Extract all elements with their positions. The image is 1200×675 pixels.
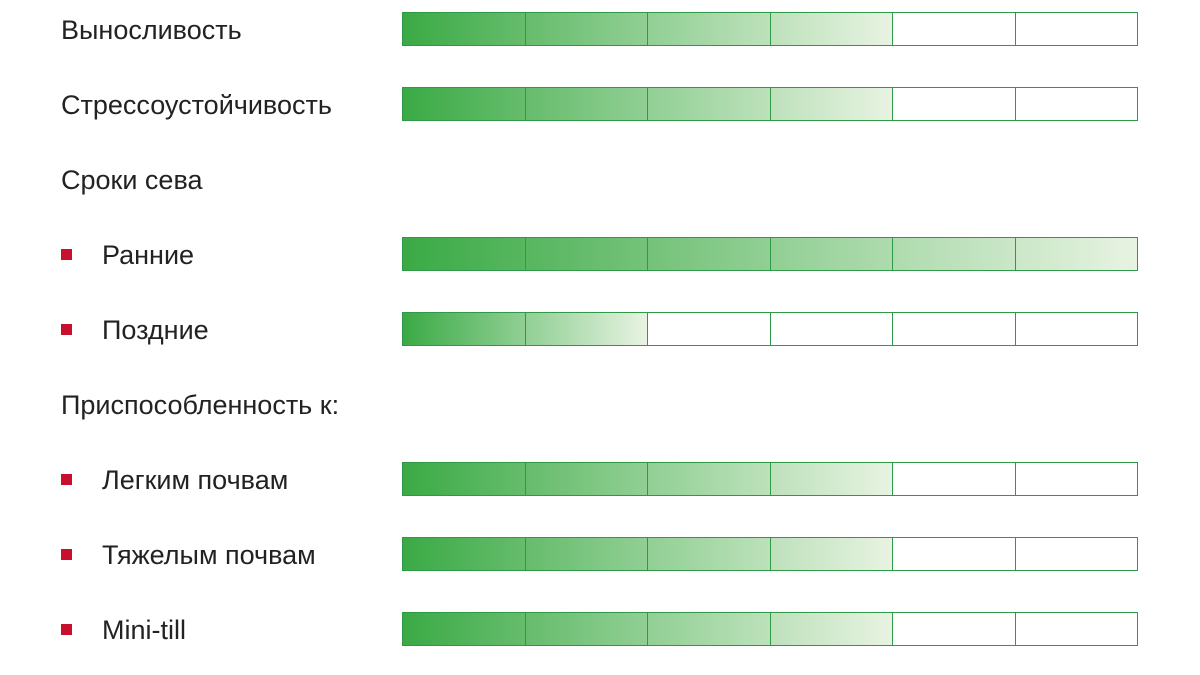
rating-segment-filled (648, 88, 771, 120)
rating-segment-empty (893, 313, 1016, 345)
bullet-icon (61, 249, 72, 260)
row-label: Выносливость (61, 15, 242, 45)
rating-segment-filled (648, 13, 771, 45)
rating-segment-filled (648, 238, 771, 270)
row-heavy-soils: Тяжелым почвам (0, 535, 1200, 575)
row-early-sowing: Ранние (0, 235, 1200, 275)
rating-segment-filled (403, 613, 526, 645)
row-label: Поздние (102, 315, 209, 345)
rating-segment-filled (648, 538, 771, 570)
section-heading-sowing-dates: Сроки сева (0, 160, 1200, 200)
bullet-icon (61, 549, 72, 560)
row-late-sowing: Поздние (0, 310, 1200, 350)
rating-segment-filled (770, 463, 893, 495)
rating-segment-empty (1016, 88, 1138, 120)
rating-segment-empty (1016, 463, 1138, 495)
row-label: Ранние (102, 240, 195, 270)
rating-bar (402, 462, 1138, 496)
rating-segment-filled (770, 538, 893, 570)
row-mini-till: Mini-till (0, 610, 1200, 650)
rating-segment-filled (525, 238, 648, 270)
rating-segment-filled (403, 313, 526, 345)
row-label: Mini-till (102, 615, 186, 645)
rating-segment-filled (403, 238, 526, 270)
rating-segment-empty (893, 13, 1016, 45)
rating-bar (402, 237, 1138, 271)
rating-segment-filled (770, 88, 893, 120)
row-light-soils: Легким почвам (0, 460, 1200, 500)
rating-segment-empty (1016, 538, 1138, 570)
rating-bar (402, 537, 1138, 571)
rating-segment-filled (525, 88, 648, 120)
rating-segment-empty (1016, 313, 1138, 345)
rating-segment-empty (1016, 13, 1138, 45)
rating-segment-filled (525, 13, 648, 45)
bullet-icon (61, 624, 72, 635)
rating-segment-empty (893, 538, 1016, 570)
rating-segment-empty (771, 313, 893, 345)
rating-segment-empty (648, 313, 771, 345)
rating-segment-filled (525, 463, 648, 495)
rating-segment-empty (893, 613, 1016, 645)
rating-bar (402, 312, 1138, 346)
rating-segment-empty (1016, 613, 1138, 645)
rating-segment-filled (770, 238, 893, 270)
rating-segment-empty (893, 463, 1016, 495)
rating-segment-filled (403, 13, 526, 45)
rating-segment-filled (770, 13, 893, 45)
rating-segment-filled (525, 538, 648, 570)
rating-bar (402, 87, 1138, 121)
rating-bar (402, 12, 1138, 46)
rating-segment-filled (525, 313, 648, 345)
section-heading: Приспособленность к: (61, 390, 340, 420)
row-label: Тяжелым почвам (102, 540, 316, 570)
rating-segment-filled (1015, 238, 1137, 270)
rating-bar (402, 612, 1138, 646)
rating-segment-filled (403, 463, 526, 495)
row-label: Стрессоустойчивость (61, 90, 332, 120)
rating-segment-filled (403, 538, 526, 570)
rating-segment-filled (403, 88, 526, 120)
section-heading-adaptability: Приспособленность к: (0, 385, 1200, 425)
rating-segment-filled (525, 613, 648, 645)
rating-segment-filled (648, 463, 771, 495)
row-stress-resistance: Стрессоустойчивость (0, 85, 1200, 125)
rating-segment-filled (770, 613, 893, 645)
row-label: Легким почвам (102, 465, 289, 495)
rating-segment-filled (648, 613, 771, 645)
row-endurance: Выносливость (0, 10, 1200, 50)
bullet-icon (61, 324, 72, 335)
rating-segment-empty (893, 88, 1016, 120)
rating-segment-filled (893, 238, 1016, 270)
bullet-icon (61, 474, 72, 485)
section-heading: Сроки сева (61, 165, 203, 195)
